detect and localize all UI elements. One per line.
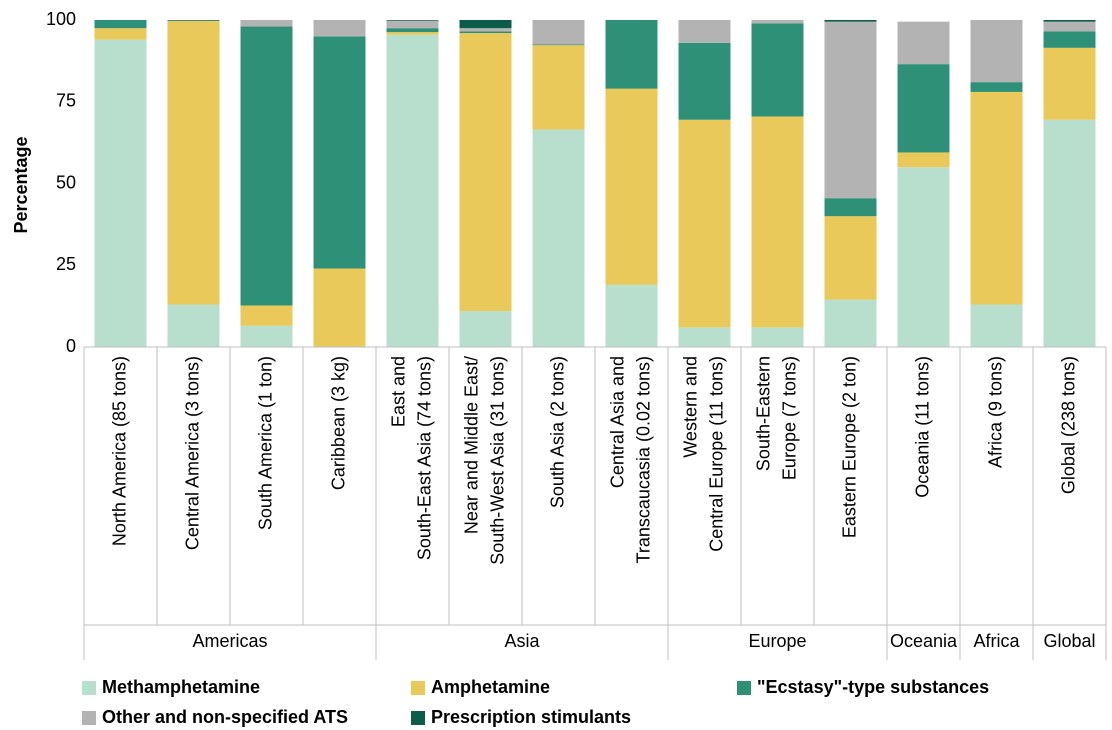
legend-label: Other and non-specified ATS <box>102 707 348 727</box>
x-tick-label: Global (238 tons) <box>1058 356 1078 494</box>
legend-label: Methamphetamine <box>102 677 260 697</box>
bar-segment <box>313 36 366 269</box>
bar-segment <box>94 39 147 348</box>
bar-segment <box>167 304 220 347</box>
bar-segment <box>897 152 950 168</box>
y-tick-label: 75 <box>56 91 76 111</box>
bar-segment <box>751 23 804 117</box>
bar-segment <box>970 82 1023 92</box>
x-tick-label: South Asia (2 tons) <box>547 356 567 508</box>
y-tick-label: 100 <box>46 9 76 29</box>
bar-segment <box>605 88 658 285</box>
bar-segment <box>532 20 585 45</box>
bar-segment <box>313 268 366 347</box>
x-tick-label: South-West Asia (31 tons) <box>487 356 507 565</box>
x-tick-label: Caribbean (3 kg) <box>328 356 348 490</box>
bar-segment <box>751 20 804 24</box>
bar-segment <box>678 327 731 347</box>
bar-segment <box>240 20 293 27</box>
bar-segment <box>1043 31 1096 48</box>
bar-segment <box>386 34 439 348</box>
bar-segment <box>167 20 220 21</box>
x-tick-label: Transcaucasia (0.02 tons) <box>633 356 653 563</box>
legend-label: "Ecstasy"-type substances <box>757 677 989 697</box>
bar-segment <box>1043 21 1096 32</box>
bar-segment <box>824 20 877 22</box>
bar-segment <box>970 304 1023 347</box>
x-tick-label: Western and <box>680 356 700 458</box>
bar-segment <box>1043 20 1096 22</box>
bar-segment <box>386 28 439 33</box>
bar-segment <box>678 20 731 43</box>
bar-segment <box>459 33 512 312</box>
bar-segment <box>1043 119 1096 347</box>
bar-segment <box>824 299 877 347</box>
bar-segment <box>605 284 658 347</box>
x-tick-label: Central Europe (11 tons) <box>706 356 726 552</box>
bar-segment <box>897 167 950 347</box>
bar-segment <box>532 44 585 46</box>
x-tick-label: South-East Asia (74 tons) <box>414 356 434 560</box>
x-tick-label: Near and Middle East/ <box>461 356 481 534</box>
legend-label: Prescription stimulants <box>431 707 631 727</box>
bar-segment <box>751 327 804 347</box>
bar-segment <box>532 129 585 347</box>
bar-segment <box>605 20 658 89</box>
bar-segment <box>94 20 147 29</box>
legend-swatch <box>411 711 425 725</box>
bar-segment <box>751 116 804 328</box>
x-tick-label: East and <box>388 356 408 427</box>
x-tick-label: Oceania (11 tons) <box>912 356 932 498</box>
bar-segment <box>167 20 220 305</box>
x-tick-label: Eastern Europe (2 ton) <box>839 356 859 538</box>
x-tick-label: South America (1 ton) <box>255 356 275 530</box>
bar-segment <box>678 119 731 328</box>
bar-segment <box>824 198 877 217</box>
y-tick-label: 25 <box>56 254 76 274</box>
bar-segment <box>970 91 1023 305</box>
bar-segment <box>386 20 439 21</box>
bar-segment <box>824 216 877 300</box>
legend-swatch <box>82 681 96 695</box>
group-label: Europe <box>748 631 806 651</box>
bar-segment <box>313 20 366 37</box>
legend-swatch <box>82 711 96 725</box>
bar-segment <box>459 31 512 34</box>
legend-label: Amphetamine <box>431 677 550 697</box>
legend-swatch <box>411 681 425 695</box>
x-tick-label: Central America (3 tons) <box>182 356 202 550</box>
bar-segment <box>459 28 512 32</box>
bar-segment <box>459 20 512 29</box>
bar-segment <box>94 28 147 40</box>
group-label: Americas <box>192 631 267 651</box>
x-tick-label: South-Eastern <box>753 356 773 471</box>
group-label: Asia <box>504 631 540 651</box>
y-axis-label: Percentage <box>11 136 31 233</box>
x-tick-label: Africa (9 tons) <box>985 356 1005 468</box>
bar-segment <box>824 21 877 199</box>
bar-segment <box>970 20 1023 83</box>
bar-segment <box>240 305 293 326</box>
y-tick-label: 50 <box>56 172 76 192</box>
y-tick-label: 0 <box>66 336 76 356</box>
bar-segment <box>532 45 585 130</box>
group-label: Oceania <box>890 631 958 651</box>
x-tick-label: Europe (7 tons) <box>779 356 799 480</box>
x-tick-label: Central Asia and <box>607 356 627 488</box>
bar-segment <box>240 325 293 347</box>
bar-segment <box>386 20 439 29</box>
bar-segment <box>897 64 950 153</box>
bar-segment <box>386 32 439 35</box>
bar-segment <box>897 21 950 65</box>
bar-segment <box>1043 47 1096 120</box>
bar-segment <box>678 42 731 120</box>
bar-segment <box>459 311 512 347</box>
x-tick-label: North America (85 tons) <box>109 356 129 546</box>
group-label: Africa <box>973 631 1020 651</box>
legend-swatch <box>737 681 751 695</box>
bar-segment <box>240 26 293 306</box>
group-label: Global <box>1043 631 1095 651</box>
